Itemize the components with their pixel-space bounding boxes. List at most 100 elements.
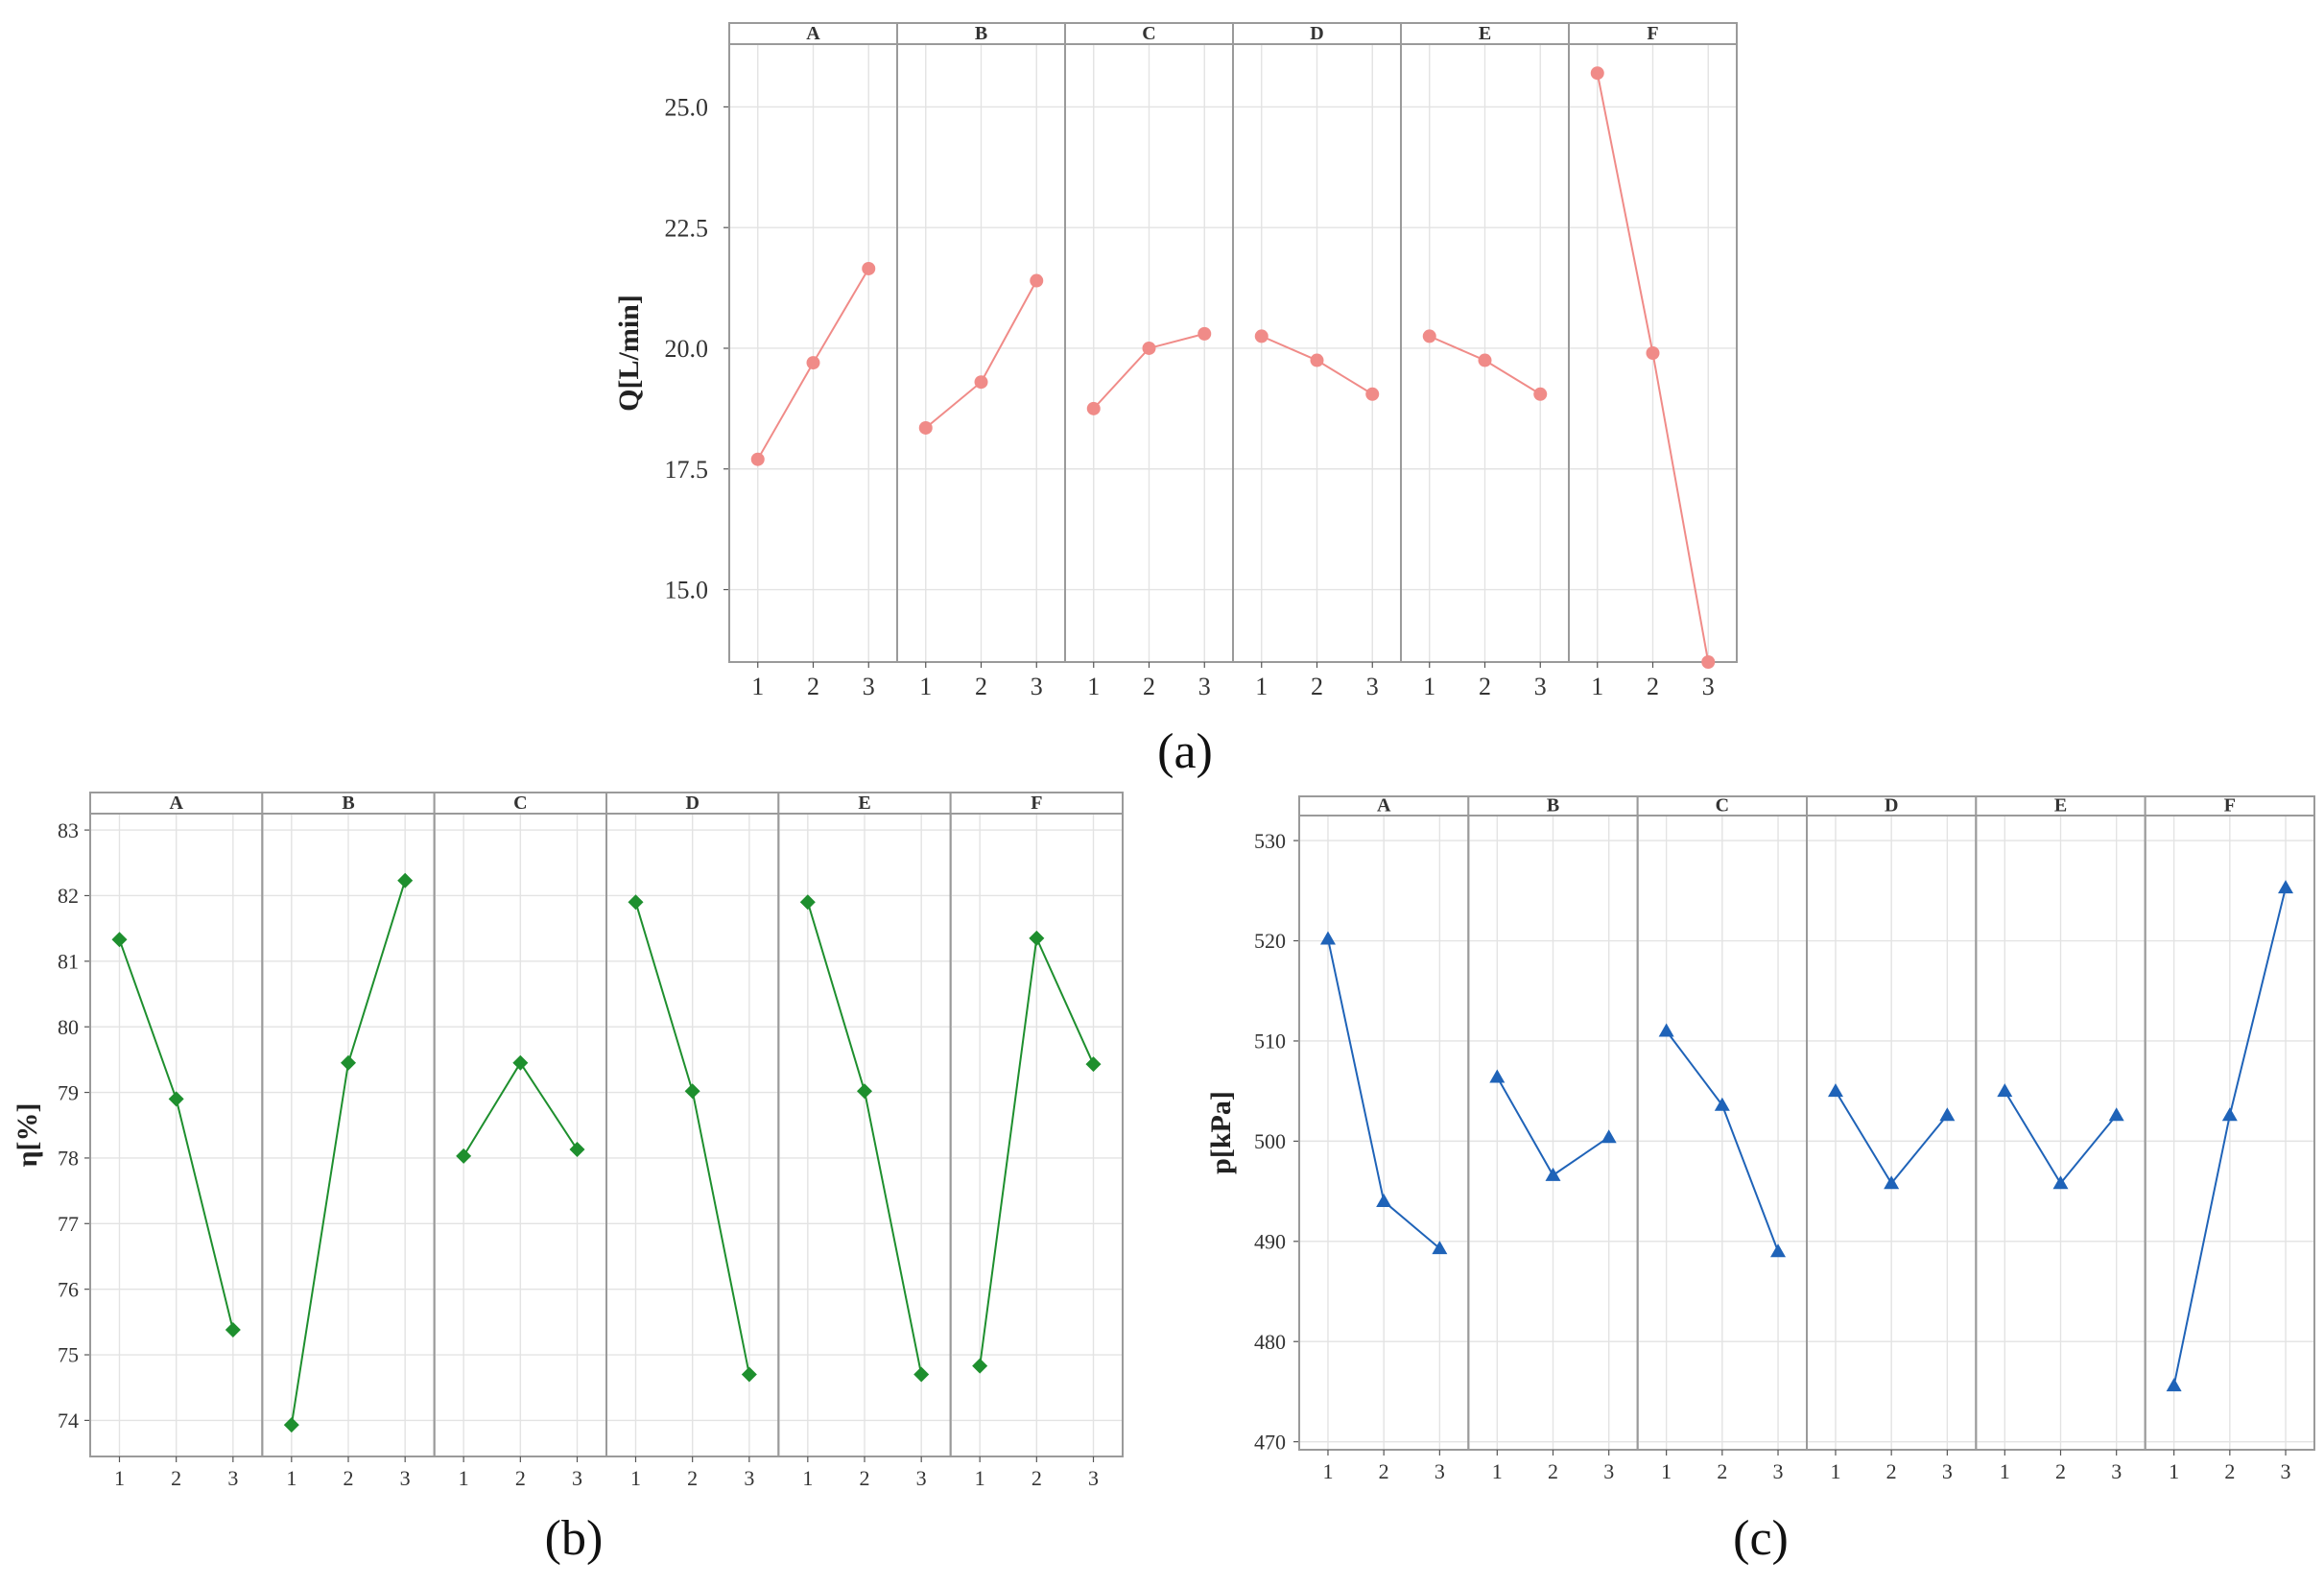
facet-f: F 1 2 3	[1568, 22, 1738, 700]
data-point	[1770, 1243, 1787, 1258]
x-tick-label: 3	[1031, 673, 1043, 700]
y-tick-label: 78	[58, 1147, 79, 1171]
x-tick-label: 2	[860, 1466, 870, 1490]
x-tick-label: 3	[1603, 1459, 1614, 1483]
x-tick-label: 1	[975, 1466, 985, 1490]
data-point	[918, 420, 933, 435]
data-point	[974, 375, 988, 390]
data-point	[1029, 930, 1045, 946]
data-point	[1376, 1194, 1392, 1208]
y-axis-label: Q[L/min]	[613, 295, 645, 412]
x-tick-label: 3	[744, 1466, 754, 1490]
x-tick-label: 1	[1255, 673, 1268, 700]
data-point	[806, 356, 820, 370]
data-point	[799, 894, 816, 911]
x-tick-label: 1	[1087, 673, 1100, 700]
data-point	[1714, 1097, 1730, 1111]
facet-e: E 1 2 3	[777, 792, 952, 1490]
x-tick-label: 2	[1032, 1466, 1042, 1490]
facet-strip-label: D	[1885, 795, 1898, 817]
chart-b: 74 75 76 77 78 79 80 81 82 83 η[%] A 1 2 3 B 1 2 3 C 1 2 3 D 1 2 3…	[12, 792, 1125, 1566]
x-tick-label: 3	[2111, 1459, 2122, 1483]
y-tick-label: 530	[1254, 829, 1286, 853]
data-point	[456, 1148, 472, 1164]
x-tick-label: 2	[1647, 673, 1659, 700]
data-point	[397, 872, 414, 888]
data-point	[168, 1091, 184, 1107]
x-tick-label: 3	[1702, 673, 1715, 700]
x-tick-label: 1	[1322, 1459, 1333, 1483]
data-point	[1086, 401, 1101, 415]
facet-a: A 1 2 3	[728, 22, 898, 700]
data-point	[2221, 1107, 2238, 1122]
x-tick-label: 2	[515, 1466, 526, 1490]
x-tick-label: 1	[1661, 1459, 1672, 1483]
facet-a: A 1 2 3	[89, 792, 264, 1490]
y-tick-label: 25.0	[665, 94, 709, 122]
data-point	[1545, 1167, 1561, 1181]
data-point	[2166, 1378, 2182, 1392]
y-tick-label: 17.5	[665, 456, 709, 484]
y-tick-label: 500	[1254, 1129, 1286, 1153]
facet-c: C 1 2 3	[433, 792, 607, 1490]
data-point	[1254, 329, 1269, 343]
y-tick-label: 75	[58, 1343, 79, 1367]
facet-strip-label: A	[1377, 795, 1391, 817]
x-tick-label: 1	[1591, 673, 1603, 700]
chart-a: 15.0 17.5 20.0 22.5 25.0 Q[L/min] A 1 2 3 B 1 2 3 C 1 2 3…	[613, 22, 1738, 779]
x-tick-label: 1	[286, 1466, 296, 1490]
data-point	[2108, 1107, 2124, 1122]
x-tick-label: 2	[344, 1466, 354, 1490]
x-tick-label: 3	[227, 1466, 238, 1490]
y-tick-label: 80	[58, 1015, 79, 1039]
x-tick-label: 1	[630, 1466, 641, 1490]
data-point	[1939, 1107, 1956, 1122]
x-tick-label: 3	[1534, 673, 1547, 700]
y-tick-label: 490	[1254, 1229, 1286, 1253]
data-point	[512, 1054, 529, 1071]
y-tick-label: 20.0	[665, 335, 709, 363]
data-point	[1533, 387, 1548, 401]
data-point	[1422, 329, 1436, 343]
data-point	[750, 452, 765, 466]
figure-caption: (c)	[1733, 1511, 1789, 1566]
x-tick-label: 2	[687, 1466, 698, 1490]
data-point	[741, 1366, 757, 1383]
facet-strip-label: E	[1479, 23, 1491, 44]
facet-strip	[1568, 22, 1738, 45]
x-tick-label: 2	[1886, 1459, 1897, 1483]
data-point	[628, 894, 644, 911]
data-point	[2278, 880, 2294, 894]
facet-strip-label: B	[975, 23, 987, 44]
x-tick-label: 3	[1942, 1459, 1953, 1483]
facet-e: E 1 2 3	[1400, 22, 1570, 700]
facet-strip-label: A	[806, 23, 820, 44]
data-point	[1085, 1056, 1102, 1073]
x-tick-label: 1	[802, 1466, 813, 1490]
facet-b: B 1 2 3	[896, 22, 1066, 700]
data-point	[862, 261, 876, 275]
y-tick-label: 82	[58, 884, 79, 908]
facet-strip-label: F	[1031, 793, 1042, 814]
x-tick-label: 1	[919, 673, 932, 700]
x-tick-label: 3	[2281, 1459, 2291, 1483]
x-tick-label: 2	[2055, 1459, 2066, 1483]
y-tick-label: 74	[58, 1408, 79, 1432]
facet-f: F 1 2 3	[2144, 795, 2316, 1483]
y-tick-label: 480	[1254, 1330, 1286, 1354]
data-point	[2052, 1175, 2069, 1190]
x-tick-label: 1	[751, 673, 764, 700]
data-point	[1646, 346, 1660, 360]
data-point	[1701, 655, 1716, 669]
data-point	[1198, 326, 1212, 341]
data-point	[1658, 1023, 1674, 1037]
data-point	[1478, 353, 1492, 367]
facet-strip-label: A	[169, 793, 183, 814]
facet-b: B 1 2 3	[261, 792, 436, 1490]
x-tick-label: 1	[2000, 1459, 2010, 1483]
x-tick-label: 3	[1773, 1459, 1784, 1483]
y-tick-label: 22.5	[665, 214, 709, 242]
